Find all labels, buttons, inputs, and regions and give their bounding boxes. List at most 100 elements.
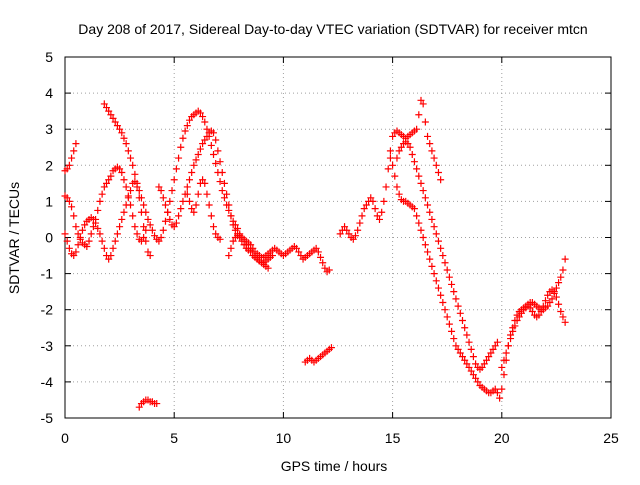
data-point <box>146 221 154 229</box>
data-point <box>434 237 442 245</box>
data-point <box>421 241 429 249</box>
data-point <box>437 244 445 252</box>
data-point <box>478 363 486 371</box>
data-point <box>94 206 102 214</box>
data-point <box>175 212 183 220</box>
data-point <box>131 170 139 178</box>
data-point <box>105 176 113 184</box>
data-point <box>443 313 451 321</box>
data-point <box>539 302 547 310</box>
data-point <box>537 308 545 316</box>
data-point <box>415 111 423 119</box>
data-point <box>203 190 211 198</box>
data-point <box>220 194 228 202</box>
data-point <box>351 232 359 240</box>
data-point <box>445 320 453 328</box>
data-point <box>439 298 447 306</box>
data-point <box>157 234 165 241</box>
data-point <box>98 190 106 198</box>
data-point <box>413 212 421 220</box>
data-point <box>461 324 469 332</box>
series-arc-d <box>155 127 333 276</box>
data-point <box>190 161 198 169</box>
data-point <box>118 169 126 177</box>
data-point <box>205 201 213 209</box>
data-point <box>100 100 108 108</box>
data-point <box>76 234 84 241</box>
data-point <box>456 349 464 357</box>
data-point <box>341 223 349 231</box>
data-point <box>327 344 335 352</box>
data-point <box>68 203 76 211</box>
data-point <box>116 165 124 173</box>
data-point <box>480 360 488 368</box>
data-point <box>295 248 303 256</box>
data-point <box>415 172 423 180</box>
data-point <box>161 217 169 225</box>
data-point <box>223 190 231 198</box>
data-point <box>504 342 512 350</box>
data-point <box>375 215 383 223</box>
data-point <box>105 255 113 263</box>
data-point <box>410 205 418 213</box>
data-point <box>432 161 440 169</box>
data-point <box>199 113 207 121</box>
data-point <box>559 313 567 321</box>
data-point <box>70 212 78 220</box>
data-point <box>225 201 233 209</box>
data-point <box>461 356 469 364</box>
data-point <box>218 187 226 195</box>
data-point <box>417 179 425 187</box>
data-point <box>458 317 466 325</box>
data-point <box>177 205 185 213</box>
data-point <box>107 252 115 260</box>
data-point <box>434 284 442 292</box>
data-point <box>96 230 104 238</box>
data-point <box>214 147 222 155</box>
data-point <box>557 273 565 281</box>
data-point <box>428 262 436 270</box>
data-point <box>131 223 139 231</box>
data-point <box>201 118 209 126</box>
data-point <box>445 273 453 281</box>
data-point <box>129 212 137 220</box>
data-point <box>426 140 434 148</box>
data-point <box>201 179 209 187</box>
grid-layer <box>65 57 611 418</box>
data-point <box>109 244 117 252</box>
data-point <box>113 230 121 238</box>
data-point <box>483 356 491 364</box>
data-point <box>225 252 233 260</box>
data-point <box>148 226 156 234</box>
y-tick-label: -4 <box>41 374 54 390</box>
data-point <box>430 223 438 231</box>
data-point <box>371 205 379 213</box>
data-point <box>345 230 353 238</box>
data-point <box>127 154 135 162</box>
data-point <box>419 100 427 108</box>
data-point <box>105 107 113 115</box>
data-point <box>153 400 161 408</box>
data-point <box>229 221 237 229</box>
data-point <box>212 136 220 144</box>
data-point <box>94 224 102 232</box>
data-point <box>100 183 108 191</box>
data-point <box>157 187 165 195</box>
data-point <box>550 288 558 296</box>
data-point <box>325 266 333 274</box>
data-point <box>146 252 154 260</box>
data-point <box>526 304 534 312</box>
data-point <box>500 371 508 379</box>
data-point <box>417 96 425 104</box>
data-point <box>102 104 110 112</box>
y-tick-label: -1 <box>41 266 54 282</box>
data-point <box>386 154 394 162</box>
data-point <box>203 125 211 133</box>
data-point <box>107 111 115 119</box>
data-point <box>120 176 128 184</box>
data-point <box>297 252 305 260</box>
data-point <box>196 109 204 117</box>
data-point <box>367 194 375 202</box>
data-point <box>196 145 204 153</box>
